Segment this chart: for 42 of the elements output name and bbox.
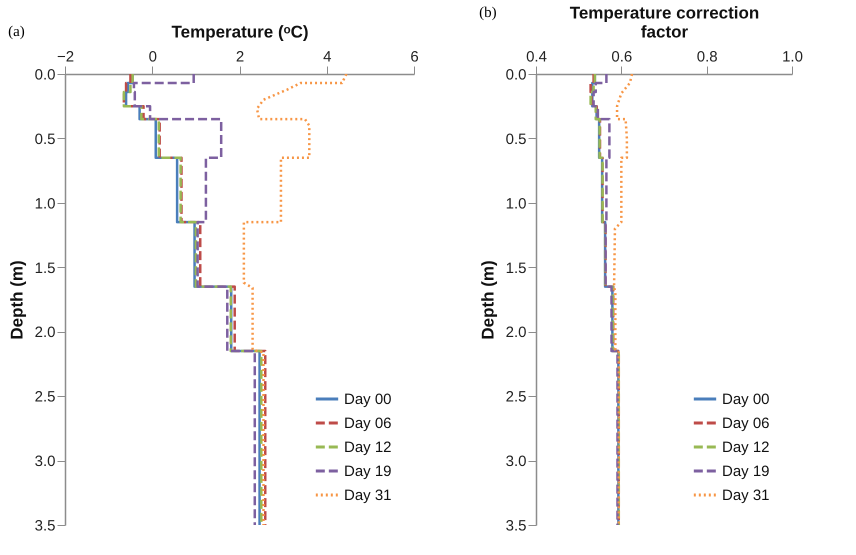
legend-label: Day 06 bbox=[344, 415, 392, 432]
y-tick-label: 2.5 bbox=[34, 388, 56, 406]
x-tick-label: 2 bbox=[236, 48, 244, 66]
legend-label: Day 31 bbox=[344, 487, 392, 504]
text: (b) bbox=[479, 5, 497, 21]
y-tick-label: 2.0 bbox=[34, 324, 56, 342]
y-tick-label: 0.5 bbox=[34, 130, 56, 148]
y-axis-title: Depth (m) bbox=[478, 260, 498, 340]
y-axis-title: Depth (m) bbox=[8, 260, 27, 340]
legend-label: Day 00 bbox=[722, 391, 770, 408]
y-tick-label: 2.5 bbox=[506, 388, 526, 406]
text: (a) bbox=[8, 24, 25, 40]
y-tick-label: 3.5 bbox=[506, 518, 526, 534]
x-axis-title: Temperature correction factor bbox=[570, 4, 760, 42]
x-axis-title: Temperature (ᵒC) bbox=[171, 22, 309, 42]
y-tick-label: 1.5 bbox=[506, 260, 526, 277]
legend-label: Day 19 bbox=[722, 463, 770, 480]
x-tick-label: 4 bbox=[323, 48, 332, 66]
legend-label: Day 12 bbox=[722, 439, 770, 456]
x-tick-label: 1.0 bbox=[782, 48, 803, 66]
y-tick-label: 3.5 bbox=[34, 518, 56, 534]
y-tick-label: 1.0 bbox=[34, 195, 56, 212]
y-tick-label: 3.0 bbox=[506, 453, 526, 470]
y-tick-label: 0.0 bbox=[34, 66, 56, 84]
y-tick-label: 1.0 bbox=[506, 195, 526, 212]
legend-label: Day 06 bbox=[722, 415, 770, 432]
x-tick-label: −2 bbox=[56, 48, 74, 66]
y-tick-label: 2.0 bbox=[506, 324, 526, 342]
x-tick-label: 0 bbox=[148, 48, 157, 66]
y-tick-label: 1.5 bbox=[34, 260, 56, 277]
y-tick-label: 0.0 bbox=[506, 66, 526, 84]
legend-label: Day 12 bbox=[344, 439, 392, 456]
legend-label: Day 31 bbox=[722, 487, 770, 504]
x-tick-label: 0.8 bbox=[696, 48, 718, 66]
y-tick-label: 0.5 bbox=[506, 130, 526, 148]
x-tick-label: 0.6 bbox=[611, 48, 632, 66]
x-tick-label: 6 bbox=[410, 48, 419, 66]
legend-label: Day 19 bbox=[344, 463, 392, 480]
x-tick-label: 0.4 bbox=[526, 48, 547, 66]
y-tick-label: 3.0 bbox=[34, 453, 56, 470]
legend-label: Day 00 bbox=[344, 391, 392, 408]
line-series bbox=[612, 74, 634, 525]
